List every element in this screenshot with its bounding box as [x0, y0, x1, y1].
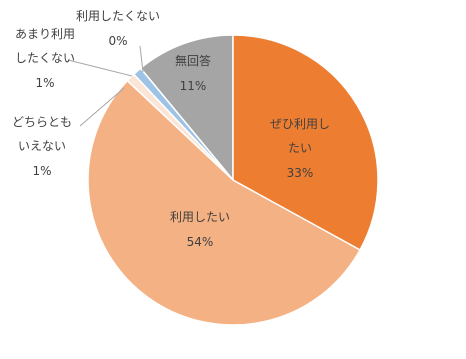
category-label: あまり利用したくない: [14, 27, 76, 65]
value-label: 11%: [179, 79, 207, 93]
category-label: どちらともいえない: [11, 115, 73, 153]
value-label: 54%: [186, 235, 214, 249]
pie-slice: [139, 34, 234, 183]
leader-line: [79, 87, 125, 127]
slice-label: ぜひ利用したい 33%: [269, 112, 331, 186]
slice-label: どちらともいえない 1%: [11, 110, 73, 184]
category-label: 無回答: [174, 54, 212, 68]
value-label: 1%: [32, 164, 52, 178]
slice-label: 無回答 11%: [162, 49, 224, 99]
value-label: 1%: [35, 76, 55, 90]
value-label: 33%: [286, 166, 314, 180]
slice-label: 利用したい 54%: [169, 205, 231, 255]
leader-line: [139, 45, 144, 73]
value-label: 0%: [108, 34, 128, 48]
leader-line: [67, 59, 133, 77]
pie-slice: [87, 79, 362, 326]
category-label: 利用したい: [169, 210, 231, 224]
pie-slice: [232, 34, 379, 251]
slice-label: 利用したくない 0%: [70, 4, 166, 54]
slice-label: あまり利用したくない 1%: [14, 22, 76, 96]
category-label: 利用したくない: [75, 9, 160, 23]
category-label: ぜひ利用したい: [269, 117, 331, 155]
